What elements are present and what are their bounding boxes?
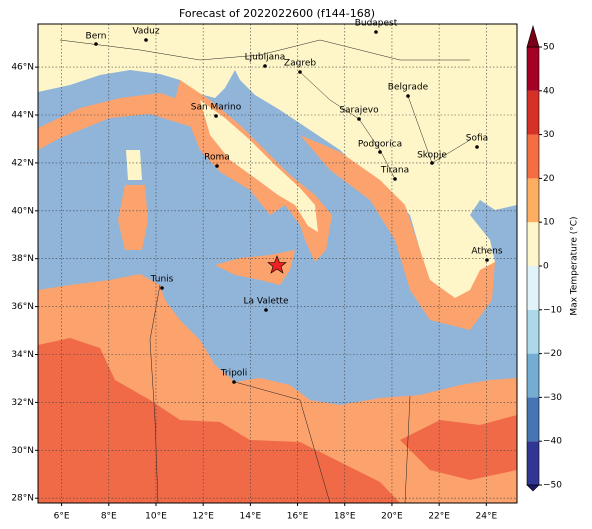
balkan-band	[300, 135, 495, 330]
colorbar-tick-label: 20	[543, 174, 555, 184]
city-dot	[357, 117, 361, 121]
city-dot	[263, 64, 267, 68]
city-dot	[378, 150, 382, 154]
map-title: Forecast of 2022022600 (f144-168)	[179, 7, 375, 20]
colorbar-tick-label: 50	[543, 43, 555, 53]
sicily	[215, 250, 295, 285]
colorbar-band	[527, 309, 539, 354]
axes: 6°E 8°E 10°E 12°E 14°E 16°E 18°E 20°E 22°E 24°E 28…	[11, 63, 497, 522]
colorbar-band	[527, 222, 539, 266]
city-dot	[160, 286, 164, 290]
x-tick-label: 8°E	[101, 512, 117, 522]
city-dot	[214, 114, 218, 118]
italy-inner	[200, 100, 318, 232]
coast-band	[38, 93, 205, 150]
city-dot	[264, 308, 268, 312]
colorbar-band	[527, 90, 539, 135]
colorbar-band	[527, 134, 539, 179]
corsica	[126, 150, 142, 180]
africa-warm	[38, 338, 400, 503]
colorbar-band	[527, 397, 539, 442]
borders	[59, 39, 471, 503]
x-tick-label: 16°E	[287, 512, 309, 522]
location-star	[267, 255, 287, 274]
x-tick-label: 12°E	[192, 512, 214, 522]
city-dot	[393, 177, 397, 181]
colorbar-tick-label: 40	[543, 86, 555, 96]
colorbar-tick-label: −30	[543, 393, 562, 403]
colorbar-tick-label: −20	[543, 349, 562, 359]
x-tick-label: 10°E	[145, 512, 167, 522]
colorbar-tick-label: 10	[543, 218, 555, 228]
city-label: Zagreb	[284, 59, 316, 69]
africa-warm-east	[400, 415, 517, 480]
y-tick-label: 42°N	[11, 158, 34, 168]
city-label: Tripoli	[220, 369, 248, 379]
city-label: Budapest	[355, 19, 398, 29]
city-dot	[94, 42, 98, 46]
colorbar-band	[527, 178, 539, 223]
y-tick-label: 30°N	[11, 446, 34, 456]
x-tick-label: 6°E	[54, 512, 70, 522]
city-label: Roma	[204, 153, 230, 163]
y-tick-label: 32°N	[11, 398, 34, 408]
y-tick-label: 28°N	[11, 494, 34, 504]
colorbar-band	[527, 47, 539, 91]
x-tick-label: 24°E	[476, 512, 498, 522]
europe-land	[38, 24, 517, 300]
city-label: Sarajevo	[339, 106, 379, 116]
city-dot	[485, 258, 489, 262]
y-tick-label: 36°N	[11, 302, 34, 312]
city-label: Bern	[86, 32, 107, 42]
colorbar-band	[527, 266, 539, 310]
colorbar-under	[526, 484, 540, 492]
colorbar-label: Max Temperature (°C)	[570, 216, 580, 315]
city-label: Tunis	[150, 275, 174, 285]
city-dot	[144, 38, 148, 42]
city-dot	[374, 30, 378, 34]
y-tick-label: 34°N	[11, 350, 34, 360]
colorbar-band	[527, 441, 539, 485]
colorbar-tick-label: −10	[543, 305, 562, 315]
cities: Bern Vaduz Budapest Ljubljana Zagreb Bel…	[86, 19, 503, 384]
x-tick-label: 20°E	[381, 512, 403, 522]
city-dot	[298, 70, 302, 74]
sardinia	[118, 185, 148, 250]
city-label: Athens	[471, 247, 502, 257]
city-dot	[406, 94, 410, 98]
colorbar-tick-label: 30	[543, 130, 555, 140]
city-dot	[430, 161, 434, 165]
x-tick-label: 14°E	[240, 512, 262, 522]
colorbar-tick-label: 0	[543, 262, 549, 272]
x-tick-label: 22°E	[428, 512, 450, 522]
city-dot	[215, 164, 219, 168]
colorbar-tick-label: −40	[543, 437, 562, 447]
city-label: Ljubljana	[245, 53, 286, 63]
city-label: San Marino	[191, 103, 242, 113]
y-tick-label: 38°N	[11, 254, 34, 264]
colorbar-band	[527, 353, 539, 398]
map-area	[38, 24, 517, 503]
city-dot	[475, 145, 479, 149]
city-label: Tirana	[380, 166, 409, 176]
city-label: Skopje	[417, 151, 447, 161]
city-label: Vaduz	[132, 27, 159, 37]
x-tick-label: 18°E	[334, 512, 356, 522]
colorbar-tick-label: −50	[543, 481, 562, 491]
y-tick-label: 46°N	[11, 63, 34, 73]
city-label: Sofia	[466, 134, 488, 144]
city-dot	[232, 380, 236, 384]
y-tick-label: 40°N	[11, 206, 34, 216]
colorbar: −50 −40 −30 −20 −10 0 10 20 30 40 50 Max Temperatur…	[526, 24, 580, 492]
city-label: Belgrade	[388, 83, 429, 93]
colorbar-over	[526, 24, 540, 48]
y-tick-label: 44°N	[11, 111, 34, 121]
map-frame	[37, 23, 518, 504]
city-label: Podgorica	[358, 140, 402, 150]
city-label: La Valette	[244, 297, 289, 307]
